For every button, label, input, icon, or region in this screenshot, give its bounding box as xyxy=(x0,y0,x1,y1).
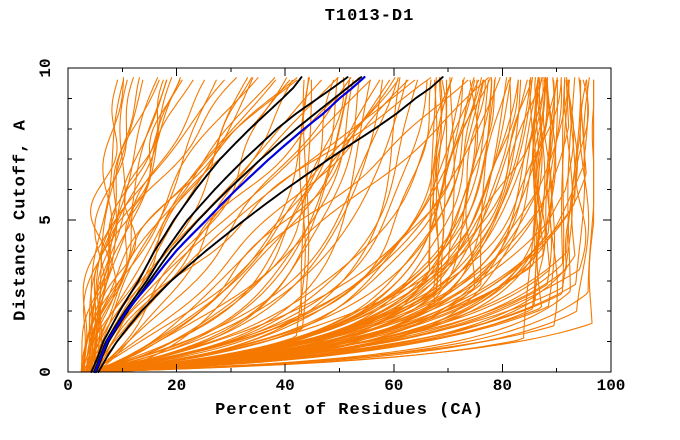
ensemble-model-curve xyxy=(87,79,407,373)
x-tick-label: 0 xyxy=(63,377,73,395)
ensemble-model-curve xyxy=(94,77,237,373)
ensemble-model-curve xyxy=(90,79,540,373)
ensemble-model-curve xyxy=(93,79,484,373)
ensemble-model-curve xyxy=(93,79,416,373)
ensemble-model-curve xyxy=(92,77,543,373)
ensemble-model-curve xyxy=(81,79,225,373)
ensemble-model-curve xyxy=(83,79,485,373)
y-tick-label: 10 xyxy=(37,58,55,78)
ensemble-model-curve xyxy=(79,79,547,373)
ensemble-model-curve xyxy=(87,79,570,373)
ensemble-model-curve xyxy=(83,79,563,373)
ensemble-model-curve xyxy=(84,79,590,373)
ensemble-model-curve xyxy=(84,77,590,373)
ensemble-model-curve xyxy=(86,79,574,373)
ensemble-model-curve xyxy=(83,79,576,373)
ensemble-model-curve xyxy=(89,77,351,373)
ensemble-model-curve xyxy=(80,77,125,373)
ensemble-model-curve xyxy=(93,77,360,373)
ensemble-model-curve xyxy=(82,79,558,373)
ensemble-model-curve xyxy=(85,77,501,373)
x-tick-label: 40 xyxy=(275,377,295,395)
ensemble-model-curve xyxy=(92,77,553,373)
ensemble-model-curve xyxy=(91,79,351,373)
ensemble-model-curve xyxy=(92,79,168,373)
ensemble-model-curve xyxy=(85,79,322,373)
ensemble-model-curve xyxy=(93,77,482,373)
blue-line xyxy=(94,75,366,374)
ensemble-model-curve xyxy=(82,77,259,373)
ensemble-model-curve xyxy=(88,77,339,373)
ensemble-model-curve xyxy=(89,79,119,373)
ensemble-model-curve xyxy=(84,79,476,373)
ensemble-model-curve xyxy=(83,79,595,373)
ensemble-model-curve xyxy=(88,79,586,373)
ensemble-model-curve xyxy=(92,77,548,373)
ensemble-model-curve xyxy=(81,79,559,373)
ensemble-model-curve xyxy=(81,77,537,373)
ensemble-model-curve xyxy=(91,79,205,373)
ensemble-model-curve xyxy=(81,79,589,373)
ensemble-model-curve xyxy=(81,77,396,373)
ensemble-model-curve xyxy=(88,79,432,373)
x-tick-label: 20 xyxy=(166,377,187,395)
x-tick-label: 100 xyxy=(596,377,626,395)
ensemble-model-curve xyxy=(83,79,464,373)
ensemble-model-curve xyxy=(81,77,555,373)
ensemble-model-curve xyxy=(91,79,419,373)
ensemble-model-curve xyxy=(90,77,352,373)
ensemble-model-curve xyxy=(89,77,345,373)
y-tick-label: 0 xyxy=(37,367,55,377)
ensemble-model-curve xyxy=(92,79,480,373)
black-line-4 xyxy=(97,76,444,373)
y-axis-label: Distance Cutoff, A xyxy=(11,119,31,321)
x-tick-label: 60 xyxy=(384,377,404,395)
ensemble-model-curve xyxy=(82,79,312,373)
chart-title: T1013-D1 xyxy=(324,7,415,26)
ensemble-model-curve xyxy=(87,77,532,373)
ensemble-model-curve xyxy=(86,79,469,373)
ensemble-model-curve xyxy=(88,79,438,373)
ensemble-model-curve xyxy=(88,79,570,373)
ensemble-model-curve xyxy=(86,79,298,373)
x-tick-label: 80 xyxy=(492,377,512,395)
ensemble-model-curve xyxy=(91,77,339,373)
ensemble-model-curve xyxy=(96,77,360,373)
ensemble-model-curve xyxy=(89,79,595,373)
black-line-2 xyxy=(93,76,349,373)
ensemble-model-curve xyxy=(91,79,589,373)
ensemble-model-curve xyxy=(92,79,293,373)
ensemble-model-curve xyxy=(93,77,534,373)
ensemble-model-curve xyxy=(80,77,543,373)
ensemble-model-curve xyxy=(83,79,452,373)
ensemble-model-curve xyxy=(92,77,310,373)
black-line-1 xyxy=(90,76,303,373)
ensemble-model-curve xyxy=(83,77,540,373)
ensemble-model-curve xyxy=(87,79,510,373)
ensemble-model-curve xyxy=(82,79,160,373)
y-tick-label: 5 xyxy=(37,215,55,225)
ensemble-model-curve xyxy=(84,77,562,373)
ensemble-model-curve xyxy=(88,79,277,373)
ensemble-model-curve xyxy=(93,77,491,373)
ensemble-model-curve xyxy=(84,79,522,373)
ensemble-model-curve xyxy=(85,79,194,373)
ensemble-model-curve xyxy=(85,77,432,373)
ensemble-model-curve xyxy=(87,79,428,373)
ensemble-model-curve xyxy=(80,77,512,373)
x-axis-label: Percent of Residues (CA) xyxy=(215,401,484,420)
